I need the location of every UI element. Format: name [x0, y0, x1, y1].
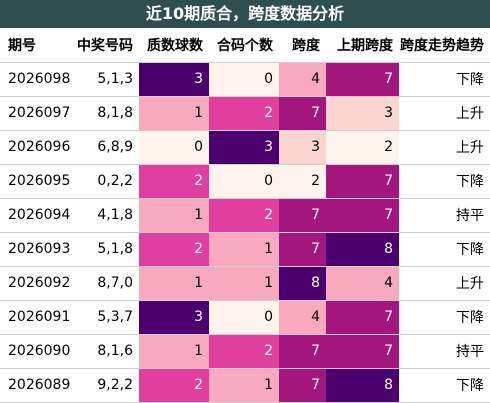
cell-numbers: 5,1,3	[70, 61, 139, 96]
analysis-table: 期号 中奖号码 质数球数 合码个数 跨度 上期跨度 跨度走势趋势 2026098…	[0, 28, 490, 403]
cell-prime: 1	[139, 197, 209, 232]
table-row: 2026096 6,8,9 0 3 3 2 上升	[0, 129, 490, 164]
cell-trend: 下降	[399, 163, 490, 198]
cell-period: 2026090	[0, 333, 70, 368]
table-row: 2026094 4,1,8 1 2 7 7 持平	[0, 197, 490, 232]
header-span: 跨度	[292, 37, 320, 54]
cell-trend: 持平	[399, 197, 490, 232]
table-row: 2026090 8,1,6 1 2 7 7 持平	[0, 333, 490, 368]
cell-prev-span: 7	[326, 299, 399, 334]
table-row: 2026098 5,1,3 3 0 4 7 下降	[0, 61, 490, 96]
cell-span: 4	[279, 61, 326, 96]
cell-span: 2	[279, 163, 326, 198]
cell-trend: 下降	[399, 367, 490, 403]
cell-trend: 下降	[399, 231, 490, 266]
header-composite: 合码个数	[217, 37, 273, 54]
cell-numbers: 9,2,2	[70, 367, 139, 403]
cell-period: 2026091	[0, 299, 70, 334]
cell-trend: 上升	[399, 129, 490, 164]
cell-prev-span: 4	[326, 265, 399, 300]
cell-numbers: 6,8,9	[70, 129, 139, 164]
cell-period: 2026097	[0, 95, 70, 130]
cell-prev-span: 7	[326, 163, 399, 198]
cell-span: 8	[279, 265, 326, 300]
cell-span: 3	[279, 129, 326, 164]
cell-span: 7	[279, 333, 326, 368]
cell-composite: 3	[209, 129, 279, 164]
cell-numbers: 4,1,8	[70, 197, 139, 232]
cell-composite: 0	[209, 299, 279, 334]
cell-prev-span: 7	[326, 333, 399, 368]
cell-trend: 下降	[399, 299, 490, 334]
cell-prime: 1	[139, 333, 209, 368]
cell-period: 2026094	[0, 197, 70, 232]
cell-period: 2026098	[0, 61, 70, 96]
cell-prime: 2	[139, 231, 209, 266]
table-row: 2026093 5,1,8 2 1 7 8 下降	[0, 231, 490, 266]
table-row: 2026097 8,1,8 1 2 7 3 上升	[0, 95, 490, 130]
cell-prime: 3	[139, 299, 209, 334]
cell-composite: 1	[209, 265, 279, 300]
header-prev-span: 上期跨度	[337, 37, 393, 54]
cell-span: 7	[279, 197, 326, 232]
cell-numbers: 0,2,2	[70, 163, 139, 198]
header-period: 期号	[8, 37, 36, 54]
header-row: 期号 中奖号码 质数球数 合码个数 跨度 上期跨度 跨度走势趋势	[0, 28, 490, 62]
table-row: 2026089 9,2,2 2 1 7 8 下降	[0, 367, 490, 403]
cell-numbers: 5,3,7	[70, 299, 139, 334]
cell-composite: 2	[209, 333, 279, 368]
cell-composite: 0	[209, 61, 279, 96]
cell-prev-span: 8	[326, 231, 399, 266]
cell-prime: 2	[139, 367, 209, 403]
header-prime: 质数球数	[147, 37, 203, 54]
cell-prime: 3	[139, 61, 209, 96]
cell-span: 7	[279, 367, 326, 403]
cell-composite: 1	[209, 231, 279, 266]
header-numbers: 中奖号码	[77, 37, 133, 54]
cell-numbers: 5,1,8	[70, 231, 139, 266]
cell-span: 7	[279, 231, 326, 266]
page-title: 近10期质合，跨度数据分析	[0, 0, 490, 28]
table-row: 2026091 5,3,7 3 0 4 7 下降	[0, 299, 490, 334]
table-row: 2026092 8,7,0 1 1 8 4 上升	[0, 265, 490, 300]
cell-prime: 1	[139, 265, 209, 300]
cell-period: 2026096	[0, 129, 70, 164]
cell-numbers: 8,7,0	[70, 265, 139, 300]
cell-prime: 2	[139, 163, 209, 198]
cell-prev-span: 3	[326, 95, 399, 130]
cell-prev-span: 2	[326, 129, 399, 164]
cell-trend: 持平	[399, 333, 490, 368]
cell-span: 7	[279, 95, 326, 130]
cell-trend: 下降	[399, 61, 490, 96]
cell-period: 2026092	[0, 265, 70, 300]
cell-composite: 1	[209, 367, 279, 403]
cell-prev-span: 7	[326, 61, 399, 96]
cell-composite: 2	[209, 197, 279, 232]
cell-span: 4	[279, 299, 326, 334]
cell-prime: 0	[139, 129, 209, 164]
header-trend: 跨度走势趋势	[400, 37, 484, 54]
cell-prev-span: 7	[326, 197, 399, 232]
table-row: 2026095 0,2,2 2 0 2 7 下降	[0, 163, 490, 198]
cell-prev-span: 8	[326, 367, 399, 403]
cell-trend: 上升	[399, 95, 490, 130]
cell-period: 2026089	[0, 367, 70, 403]
cell-composite: 2	[209, 95, 279, 130]
cell-trend: 上升	[399, 265, 490, 300]
cell-period: 2026093	[0, 231, 70, 266]
cell-prime: 1	[139, 95, 209, 130]
cell-numbers: 8,1,6	[70, 333, 139, 368]
cell-period: 2026095	[0, 163, 70, 198]
cell-numbers: 8,1,8	[70, 95, 139, 130]
cell-composite: 0	[209, 163, 279, 198]
